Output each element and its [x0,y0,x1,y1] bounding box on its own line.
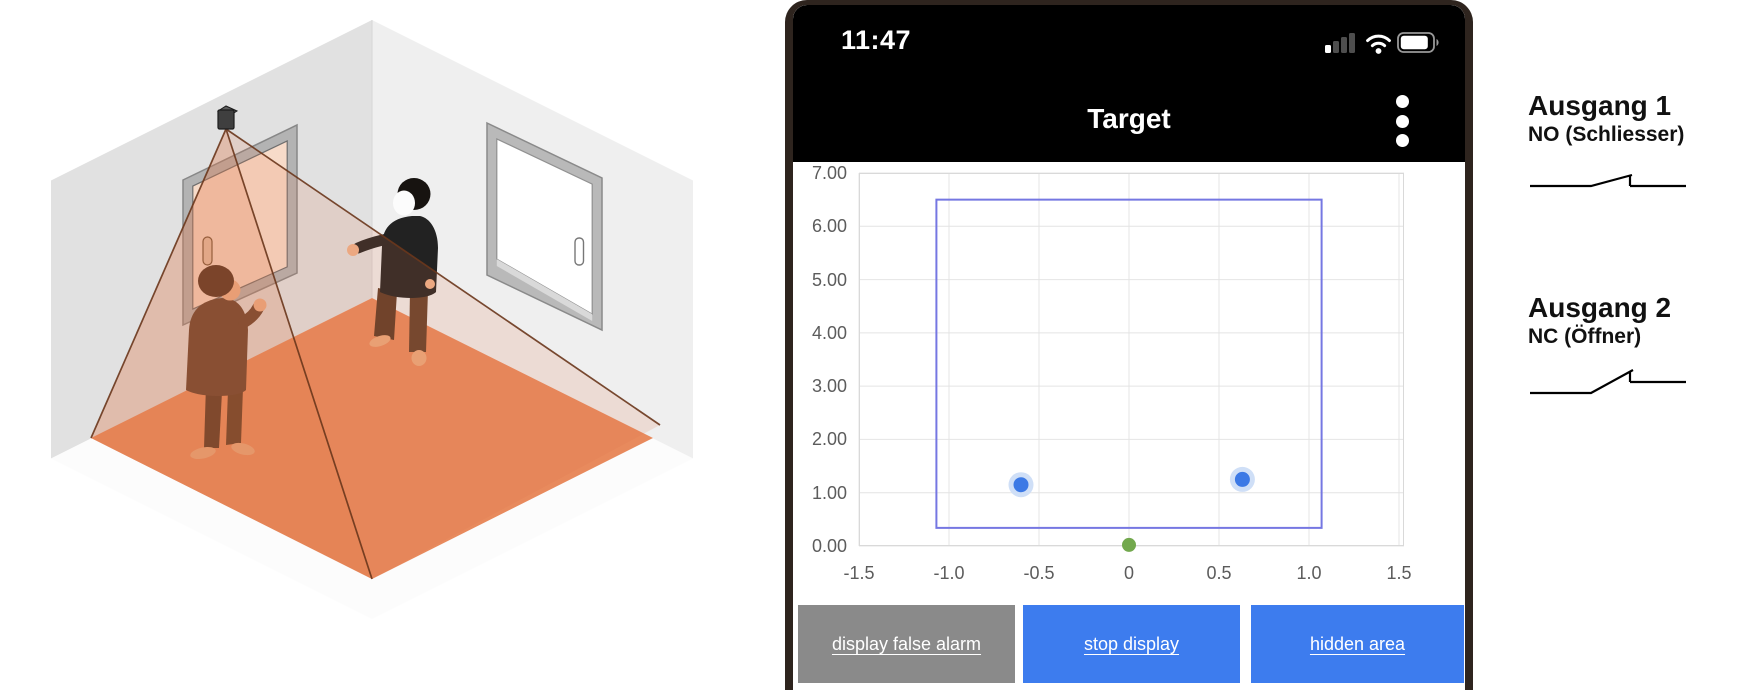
detected-targets-point [1013,477,1029,493]
y-tick-label: 1.00 [811,482,847,503]
output-1-block: Ausgang 1 NO (Schliesser) [1528,90,1738,194]
person-middle [347,178,438,366]
x-tick-label: -0.5 [1023,563,1055,583]
left-window-handle-icon [202,236,213,266]
room-illustration-svg [51,20,693,619]
x-tick-label: -1.0 [933,563,965,583]
beam-plane-right [226,129,660,579]
room-illustration [0,0,760,690]
stop-display-button[interactable]: stop display [1023,605,1240,683]
output-2-block: Ausgang 2 NC (Öffner) [1528,292,1738,400]
y-tick-label: 2.00 [811,429,847,450]
app-bar: 11:47 Target [793,5,1465,162]
motion-sensor-icon [216,105,239,130]
kebab-menu-icon[interactable] [1389,93,1415,149]
y-tick-label: 4.00 [811,322,847,343]
detection-zone-rect [935,198,1323,529]
battery-icon [1397,32,1439,53]
y-tick-label: 6.00 [811,216,847,237]
wifi-icon [1366,34,1391,54]
phone-screen: 11:47 Target [793,5,1465,690]
display-false-alarm-button[interactable]: display false alarm [798,605,1015,683]
beam-lines [90,128,661,580]
y-tick-label: 7.00 [811,163,847,183]
sensor-origin-point [1122,537,1136,552]
status-bar-clock: 11:47 [841,25,912,55]
right-window-handle-icon [574,237,585,266]
normally-open-contact-icon [1530,173,1686,188]
beam-plane-left [91,129,372,579]
cellular-signal-icon [1325,31,1361,53]
target-scatter-chart [858,172,1404,552]
person-left [186,265,267,460]
page-title: Target [1087,103,1171,134]
y-tick-label: 0.00 [811,536,847,556]
output-1-title: Ausgang 1 [1528,90,1672,121]
output-2-subtitle: NC (Öffner) [1528,325,1642,348]
normally-closed-contact-icon [1530,369,1686,395]
x-tick-label: 1.5 [1386,563,1412,583]
x-tick-label: -1.5 [843,563,875,583]
x-tick-label: 1.0 [1296,563,1322,583]
output-1-subtitle: NO (Schliesser) [1528,123,1685,146]
output-2-title: Ausgang 2 [1528,292,1672,323]
y-tick-label: 3.00 [811,376,847,397]
phone-frame: 11:47 Target [785,0,1473,690]
hidden-area-button[interactable]: hidden area [1251,605,1464,683]
x-tick-label: 0.5 [1206,563,1232,583]
right-window [486,121,603,332]
y-tick-label: 5.00 [811,269,847,290]
detected-targets-point [1234,471,1250,487]
x-tick-label: 0 [1123,563,1134,583]
